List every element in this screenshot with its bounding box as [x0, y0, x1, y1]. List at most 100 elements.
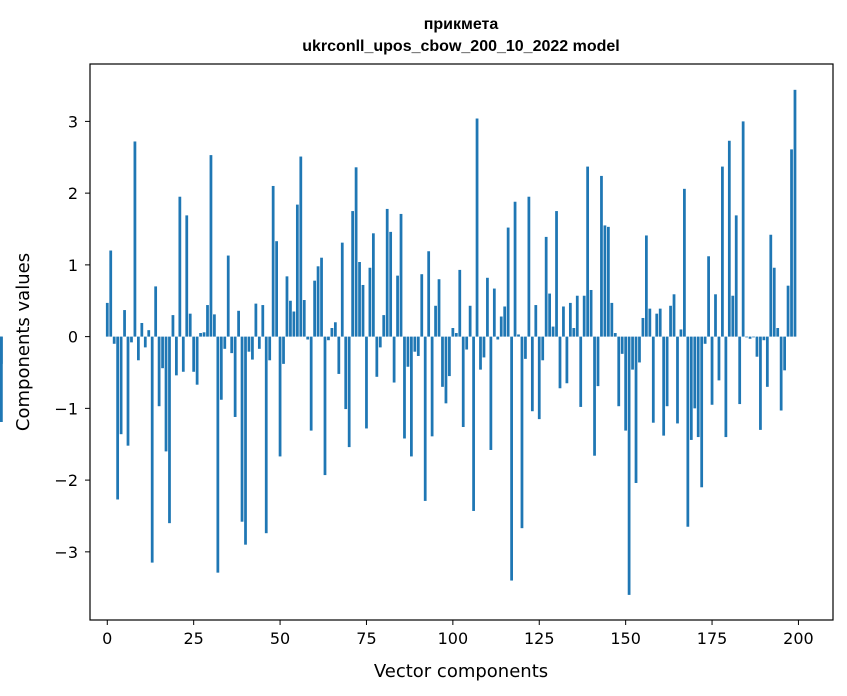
bar-component-28 [202, 332, 206, 337]
bar-component-162 [665, 336, 669, 407]
bar-component-123 [530, 336, 534, 412]
bar-component-120 [520, 336, 524, 529]
bar-component-161 [662, 336, 666, 436]
bar-component-105 [468, 305, 472, 337]
bar-component-79 [378, 336, 382, 348]
bar-component-170 [693, 336, 697, 409]
bar-component-121 [524, 336, 527, 359]
bar-component-169 [689, 336, 693, 440]
bar-component-166 [679, 329, 683, 337]
x-axis-ticks: 0 25 50 75 100 125 150 175 200 [102, 620, 814, 648]
plot-area-frame [89, 63, 834, 621]
bar-component-182 [734, 215, 738, 337]
bar-component-20 [175, 336, 178, 376]
bar-component-48 [271, 185, 275, 337]
x-axis-label: Vector components [374, 661, 548, 682]
bar-component-50 [278, 336, 282, 457]
bar-component-115 [503, 306, 507, 337]
bar-component-154 [638, 336, 641, 363]
x-tick-label: 200 [783, 629, 814, 648]
bar-component-22 [181, 336, 185, 372]
bar-component-67 [337, 336, 341, 374]
bar-component-89 [413, 336, 417, 352]
bar-component-118 [513, 201, 517, 337]
bar-component-149 [620, 336, 624, 354]
x-tick-label: 25 [183, 629, 203, 648]
bar-component-75 [365, 336, 368, 429]
bar-component-26 [195, 336, 199, 385]
bar-component-81 [385, 208, 389, 337]
bar-component-139 [586, 166, 590, 337]
bar-component-3 [116, 336, 120, 500]
bar-component-134 [568, 302, 572, 337]
bar-component-113 [496, 336, 500, 340]
bar-component-125 [537, 336, 541, 420]
bar-component-116 [506, 227, 510, 337]
bar-component-99 [448, 336, 451, 377]
bar-component-136 [575, 295, 579, 337]
x-tick-label: 100 [438, 629, 469, 648]
bar-component-91 [420, 274, 424, 337]
chart-title-line-1: прикмета [424, 16, 499, 33]
bar-component-97 [441, 336, 444, 387]
bar-component-192 [769, 234, 773, 337]
bar-component-184 [741, 121, 745, 337]
y-tick-label: 1 [68, 256, 78, 275]
y-tick-label: 3 [68, 112, 78, 131]
bar-component-146 [610, 302, 614, 337]
bar-component-4 [119, 336, 123, 435]
bar-component-76 [368, 267, 372, 337]
bar-component-108 [479, 336, 482, 370]
bar-component-8 [133, 141, 137, 337]
bar-component-196 [783, 336, 786, 371]
bar-component-32 [216, 336, 220, 573]
bar-component-12 [147, 330, 151, 337]
bar-component-18 [168, 336, 171, 524]
bar-component-109 [482, 336, 486, 358]
bar-component-24 [188, 313, 192, 337]
bar-component-36 [230, 336, 234, 354]
bar-component-95 [434, 305, 437, 337]
bar-component-111 [489, 336, 493, 450]
bar-component-140 [589, 289, 593, 337]
bar-component-55 [295, 204, 299, 337]
x-tick-label: 150 [610, 629, 641, 648]
bar-component-72 [354, 167, 358, 337]
bar-component-68 [340, 242, 344, 337]
y-tick-label: −1 [54, 399, 78, 418]
bar-component-30 [209, 155, 213, 337]
bar-component-21 [178, 196, 182, 337]
bar-component-127 [544, 236, 548, 337]
bar-component-144 [603, 225, 607, 337]
bar-component-147 [613, 333, 617, 337]
bar-component-191 [765, 336, 769, 387]
bar-component-53 [289, 300, 292, 337]
bar-component-174 [707, 256, 710, 337]
bar-component-38 [237, 310, 240, 337]
bar-component-54 [292, 311, 296, 337]
bar-component-188 [755, 336, 759, 357]
bar-component-11 [143, 336, 147, 348]
bar-component-117 [510, 336, 513, 581]
x-tick-label: 125 [524, 629, 555, 648]
bar-component-42 [251, 336, 254, 360]
bar-component-58 [306, 336, 310, 340]
bar-component-96 [437, 279, 441, 337]
bar-component-74 [361, 284, 365, 337]
bar-component-112 [492, 288, 496, 337]
bar-component-152 [631, 336, 634, 370]
bar-component-19 [171, 315, 175, 337]
bar-component-100 [451, 328, 455, 337]
bar-component-59 [309, 336, 313, 431]
bar-component-103 [461, 336, 465, 428]
bar-component-86 [403, 336, 406, 439]
bar-component-93 [427, 251, 431, 337]
bar-component-159 [655, 313, 659, 337]
bar-component-77 [371, 233, 375, 337]
bar-component-107 [475, 118, 479, 337]
bar-component-15 [157, 336, 161, 407]
bar-component-189 [759, 336, 762, 430]
bar-component-198 [790, 149, 793, 337]
bar-component-92 [423, 336, 427, 501]
